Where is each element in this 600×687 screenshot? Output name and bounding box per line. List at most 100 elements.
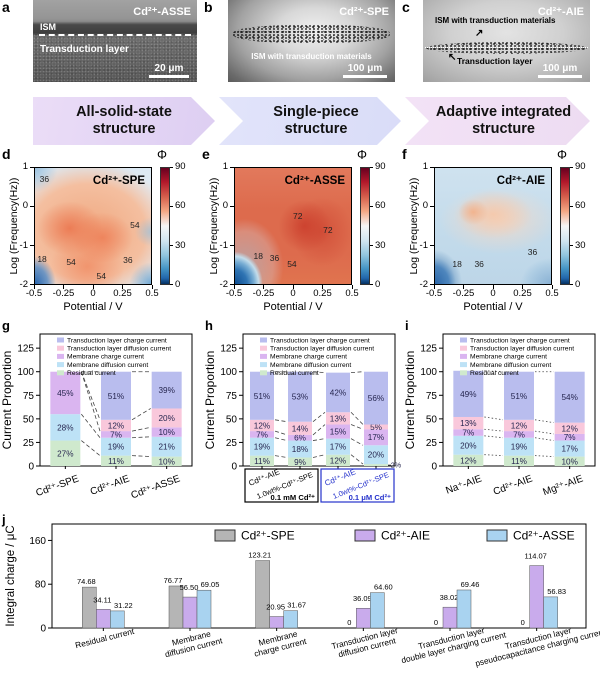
value-label: 20.95 [266,603,285,612]
value-label: 31.22 [114,601,133,610]
tick-mark [263,285,264,289]
y-tick-label: 0 [231,462,237,473]
colorbar-title: Φ [357,148,367,162]
percent-label: 19% [254,443,270,452]
connector-line [534,430,554,435]
percent-label: 18% [292,445,308,454]
connector-line [350,424,364,430]
scale-bar: 20 μm [149,63,189,78]
x-axis-label: Potential / V [263,301,323,313]
bar [283,610,298,629]
bar-segment [288,421,312,435]
legend-swatch [460,337,467,343]
y-tick-label: -1 [419,239,428,251]
connector-line [80,371,101,420]
tick-mark [551,285,553,289]
x-category-label: Cd²⁺-AIE [89,473,131,497]
legend-swatch [460,345,467,351]
connector-line [131,436,151,439]
y-tick-label: 0 [28,462,34,473]
contour-label: 36 [474,258,484,269]
tick-mark [570,245,573,247]
structure-arrow-band: All-solid-state structure Single-piece s… [0,97,600,145]
bar-segment [453,454,484,466]
value-label: 114.07 [524,552,546,561]
legend-label: Membrane diffusion current [270,362,351,369]
contour-label: 36 [269,252,280,263]
bar-segment [250,437,274,456]
legend-swatch [260,353,267,359]
y-tick-label: 125 [220,344,237,355]
legend-label: Membrane diffusion current [67,362,148,369]
heatmap-plot-f: Cd²⁺-AIE 36 18 36 [434,167,552,285]
percent-label: 7% [564,433,576,442]
bar [168,585,184,629]
x-tick-label: 0.5 [545,288,559,299]
x-category-label: Membranediffusion current [164,628,224,659]
connector-line [131,408,151,421]
bar-segment [101,431,131,438]
panel-letter-j: j [1,512,6,527]
percent-label: 12% [561,424,577,433]
x-category-label: Transduction layerdiffusion current [330,625,401,660]
x-category-label: Membranecharge current [251,627,308,659]
colorbar-tick-label: 0 [575,278,581,290]
y-tick-label: 160 [29,536,46,547]
percent-label: 11% [108,457,124,466]
bar-segment [453,429,484,436]
bar-segment [326,424,350,439]
connector-line [350,411,364,425]
panel-letter-h: h [205,318,213,333]
heatmap-plot-d: Cd²⁺-SPE 36 54 18 54 54 36 [34,167,152,285]
colorbar [560,167,570,285]
scale-bar-line [149,75,189,78]
x-category-label: Cd²⁺-SPE [35,473,81,499]
colorbar-title: Φ [557,148,567,162]
percent-label: 10% [158,457,174,466]
y-tick-label: 0 [422,200,428,212]
percent-label: 9% [294,458,306,467]
value-label: 74.68 [77,577,96,586]
y-tick-label: 1 [22,161,28,172]
colorbar-tick-label: 90 [575,161,586,172]
ism-label: ISM with transduction materials [251,52,372,61]
panel-letter-f: f [402,146,407,162]
y-axis-label: Current Proportion [0,351,14,450]
bar-segment [151,436,182,457]
x-category-label: Cd²⁺-AIE [89,473,131,497]
tick-mark [351,285,353,289]
plot-box [51,523,587,629]
tick-mark [233,285,235,289]
percent-label: 11% [511,457,527,466]
legend-swatch [214,529,236,542]
bar-segment [504,437,534,456]
ism-label: ISM with transduction materials [435,16,556,25]
x-tick-label: -0.5 [25,288,43,299]
legend-swatch [460,362,467,368]
legend-label: Transduction layer charge current [470,337,570,344]
y-tick-label: 0 [431,462,437,473]
tick-mark [63,285,64,289]
y-tick-label: 80 [35,580,47,591]
connector-line [534,419,554,424]
percent-label: 51% [108,392,124,401]
legend-swatch [460,370,467,376]
tick-mark [570,205,573,207]
sem-title: Cd²⁺-AIE [537,6,584,18]
bar-segment [50,371,81,415]
contour-label: 54 [287,258,297,269]
bar [543,596,558,629]
arrow-label: Adaptive integrated [435,103,572,120]
colorbar-tick-label: 0 [175,278,181,290]
percent-label: 2% [391,461,402,470]
connector-line [484,428,504,432]
arrow-label: structure [92,121,156,137]
sem-panel-a: a Cd²⁺-ASSE ISM Transduction layer 20 μm [0,0,200,94]
x-tick-label: 0 [90,288,96,299]
arrow-single-piece: Single-piece structure [219,97,401,145]
panel-letter-d: d [2,146,11,162]
bar-segment [151,456,182,466]
colorbar-tick-label: 30 [575,239,586,251]
colorbar-tick-label: 30 [175,239,186,251]
x-category-label: Transduction layerdiffusion current [330,625,401,660]
